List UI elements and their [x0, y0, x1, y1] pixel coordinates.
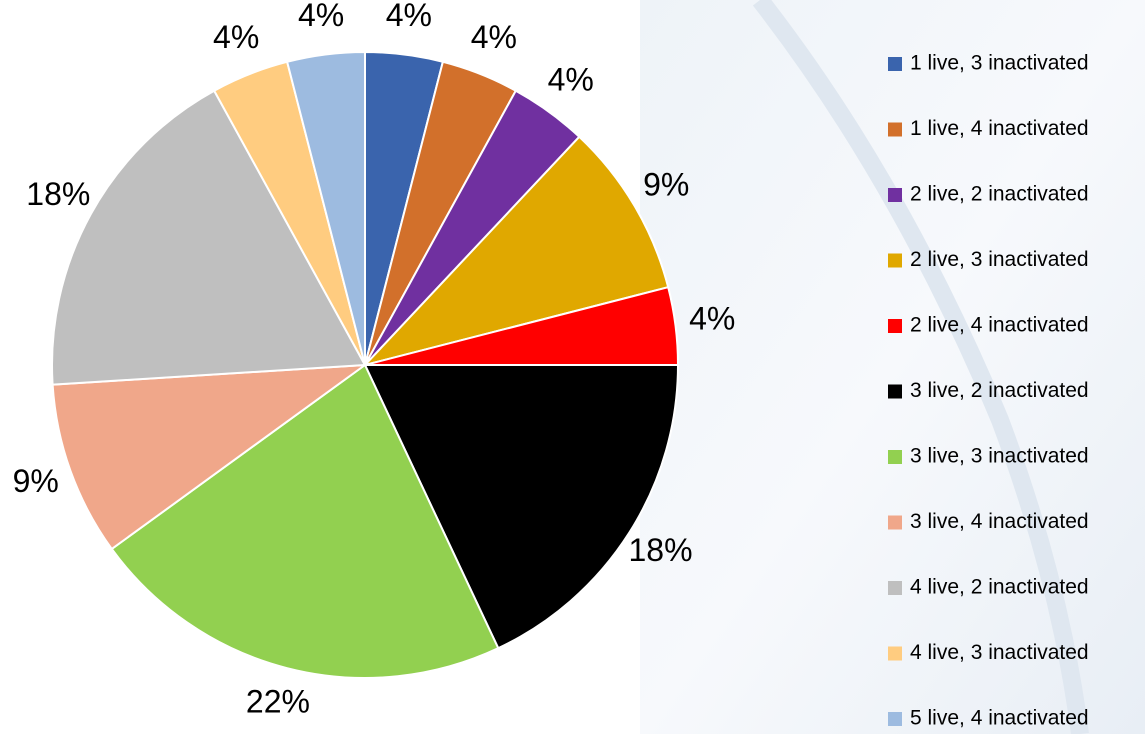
legend-label: 4 live, 2 inactivated — [910, 576, 1089, 599]
legend-swatch — [888, 254, 902, 268]
legend-label: 3 live, 4 inactivated — [910, 510, 1089, 533]
data-label: 4% — [386, 0, 432, 33]
legend-label: 2 live, 3 inactivated — [910, 248, 1089, 271]
data-label: 18% — [26, 176, 90, 212]
data-label: 4% — [548, 61, 594, 97]
data-label: 4% — [689, 301, 735, 337]
legend-swatch — [888, 385, 902, 399]
chart: 4% 4% 4% 9% 4% 18% 22% 9% 18% 4% 4% 1 live, 3 inac… — [0, 0, 1145, 734]
legend-swatch — [888, 57, 902, 71]
legend-label: 1 live, 3 inactivated — [910, 52, 1089, 75]
legend-label: 4 live, 3 inactivated — [910, 641, 1089, 664]
legend-label: 3 live, 2 inactivated — [910, 379, 1089, 402]
legend-label: 2 live, 4 inactivated — [910, 314, 1089, 337]
legend-swatch — [888, 516, 902, 530]
data-label: 18% — [628, 532, 692, 568]
legend-swatch — [888, 450, 902, 464]
data-label: 4% — [213, 19, 259, 55]
data-label: 4% — [298, 0, 344, 33]
legend-swatch — [888, 123, 902, 137]
data-label: 9% — [643, 166, 689, 202]
legend-label: 3 live, 3 inactivated — [910, 445, 1089, 468]
data-label: 4% — [471, 19, 517, 55]
legend-swatch — [888, 647, 902, 661]
data-label: 9% — [13, 463, 59, 499]
data-label: 22% — [246, 683, 310, 719]
legend-swatch — [888, 581, 902, 595]
legend-swatch — [888, 712, 902, 726]
legend-swatch — [888, 319, 902, 333]
legend-label: 1 live, 4 inactivated — [910, 117, 1089, 140]
legend-label: 5 live, 4 inactivated — [910, 707, 1089, 730]
legend-label: 2 live, 2 inactivated — [910, 183, 1089, 206]
legend-swatch — [888, 188, 902, 202]
